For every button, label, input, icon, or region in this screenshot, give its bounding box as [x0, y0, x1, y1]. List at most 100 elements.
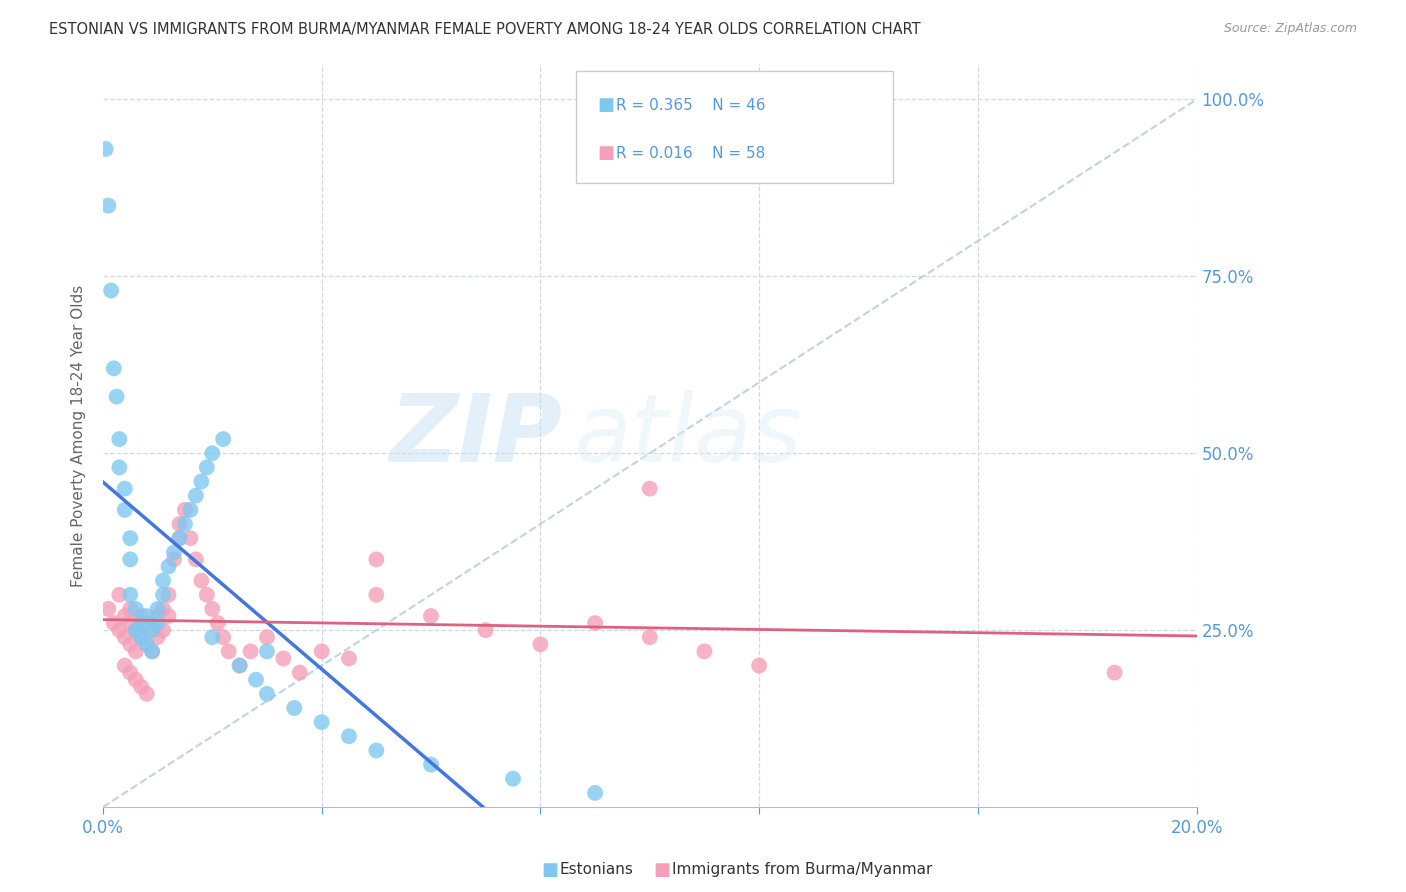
Text: ESTONIAN VS IMMIGRANTS FROM BURMA/MYANMAR FEMALE POVERTY AMONG 18-24 YEAR OLDS C: ESTONIAN VS IMMIGRANTS FROM BURMA/MYANMA…: [49, 22, 921, 37]
Point: [337, 651, 360, 665]
Point: [693, 644, 716, 658]
Point: [420, 609, 443, 624]
Point: [146, 609, 169, 624]
Point: [179, 531, 201, 545]
Point: [190, 574, 212, 588]
Point: [114, 630, 136, 644]
Point: [129, 680, 152, 694]
Text: atlas: atlas: [574, 390, 801, 481]
Point: [288, 665, 311, 680]
Text: R = 0.365    N = 46: R = 0.365 N = 46: [616, 98, 765, 112]
Point: [583, 616, 606, 631]
Point: [195, 460, 218, 475]
Point: [125, 623, 148, 637]
Point: [207, 616, 229, 631]
Point: [108, 432, 131, 446]
Point: [256, 630, 278, 644]
Point: [311, 715, 333, 730]
Point: [366, 552, 388, 566]
Point: [125, 644, 148, 658]
Point: [105, 390, 128, 404]
Text: ■: ■: [541, 861, 558, 879]
Point: [228, 658, 250, 673]
Point: [100, 284, 122, 298]
Text: ■: ■: [598, 145, 614, 162]
Point: [129, 609, 152, 624]
Point: [141, 623, 163, 637]
Point: [135, 687, 157, 701]
Point: [135, 637, 157, 651]
Point: [228, 658, 250, 673]
Point: [152, 574, 174, 588]
Point: [366, 743, 388, 757]
Point: [366, 588, 388, 602]
Point: [135, 637, 157, 651]
Point: [157, 609, 180, 624]
Point: [212, 432, 235, 446]
Point: [748, 658, 770, 673]
Point: [125, 673, 148, 687]
Point: [184, 489, 207, 503]
Point: [125, 623, 148, 637]
Point: [201, 602, 224, 616]
Point: [245, 673, 267, 687]
Point: [174, 503, 197, 517]
Point: [169, 516, 191, 531]
Point: [638, 482, 661, 496]
Point: [163, 545, 186, 559]
Point: [108, 623, 131, 637]
Point: [169, 531, 191, 545]
Point: [638, 630, 661, 644]
Text: Immigrants from Burma/Myanmar: Immigrants from Burma/Myanmar: [672, 863, 932, 877]
Point: [502, 772, 524, 786]
Point: [218, 644, 240, 658]
Text: R = 0.016    N = 58: R = 0.016 N = 58: [616, 146, 765, 161]
Point: [474, 623, 496, 637]
Point: [420, 757, 443, 772]
Point: [135, 609, 157, 624]
Text: Source: ZipAtlas.com: Source: ZipAtlas.com: [1223, 22, 1357, 36]
Point: [152, 602, 174, 616]
Point: [120, 552, 142, 566]
Point: [146, 616, 169, 631]
Point: [201, 630, 224, 644]
Point: [103, 361, 125, 376]
Point: [120, 531, 142, 545]
Point: [256, 687, 278, 701]
Point: [146, 630, 169, 644]
Point: [141, 623, 163, 637]
Point: [195, 588, 218, 602]
Point: [120, 616, 142, 631]
Point: [129, 630, 152, 644]
Point: [120, 602, 142, 616]
Point: [212, 630, 235, 644]
Point: [146, 602, 169, 616]
Point: [1104, 665, 1126, 680]
Point: [273, 651, 295, 665]
Y-axis label: Female Poverty Among 18-24 Year Olds: Female Poverty Among 18-24 Year Olds: [72, 285, 86, 587]
Point: [114, 609, 136, 624]
Point: [120, 665, 142, 680]
Point: [157, 588, 180, 602]
Point: [125, 602, 148, 616]
Point: [163, 552, 186, 566]
Point: [190, 475, 212, 489]
Point: [169, 531, 191, 545]
Point: [201, 446, 224, 460]
Point: [337, 729, 360, 743]
Point: [529, 637, 551, 651]
Point: [114, 503, 136, 517]
Point: [97, 602, 120, 616]
Point: [103, 616, 125, 631]
Point: [135, 616, 157, 631]
Point: [239, 644, 262, 658]
Point: [97, 198, 120, 212]
Point: [94, 142, 117, 156]
Point: [174, 516, 197, 531]
Text: Estonians: Estonians: [560, 863, 634, 877]
Point: [256, 644, 278, 658]
Text: ■: ■: [598, 96, 614, 114]
Point: [129, 630, 152, 644]
Point: [152, 623, 174, 637]
Point: [120, 588, 142, 602]
